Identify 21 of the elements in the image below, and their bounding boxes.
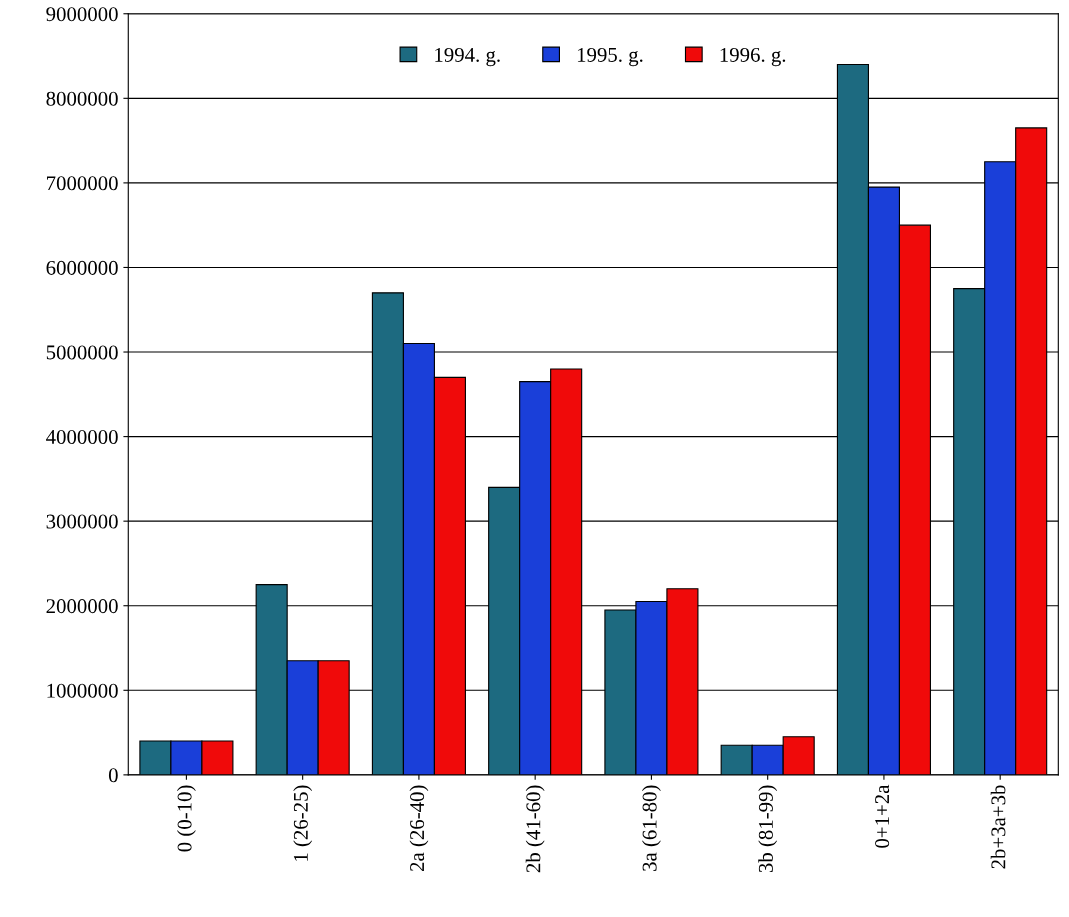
x-tick-label: 3b (81-99) bbox=[758, 785, 778, 873]
y-tick-label: 4000000 bbox=[46, 429, 118, 445]
y-tick-label: 0 bbox=[108, 768, 118, 783]
y-tick-label: 8000000 bbox=[46, 91, 118, 106]
x-tick-label: 3a (61-80) bbox=[641, 785, 661, 871]
y-tick-label: 1000000 bbox=[47, 683, 118, 698]
y-tick-label: 3000000 bbox=[46, 514, 118, 529]
y-tick-label: 7000000 bbox=[47, 176, 118, 191]
y-tick-label: 6000000 bbox=[46, 260, 118, 275]
y-tick-label: 5000000 bbox=[46, 345, 118, 360]
y-tick-label: 2000000 bbox=[46, 599, 118, 614]
x-tick-label: 0+1+2a bbox=[875, 784, 890, 848]
x-tick-label: 2b (41-60) bbox=[525, 785, 545, 873]
x-tick-label: 2a (26-40) bbox=[409, 785, 429, 872]
x-tick-label: 2b+3a+3b bbox=[990, 785, 1006, 869]
legend-label: 1995. g. bbox=[577, 47, 643, 67]
legend-label: 1996. g. bbox=[720, 47, 786, 67]
x-tick-label: 1 (26-25) bbox=[293, 785, 313, 861]
x-tick-label: 0 (0-10) bbox=[176, 785, 196, 852]
legend-label: 1994. g. bbox=[435, 47, 500, 67]
y-tick-label: 9000000 bbox=[46, 7, 118, 22]
